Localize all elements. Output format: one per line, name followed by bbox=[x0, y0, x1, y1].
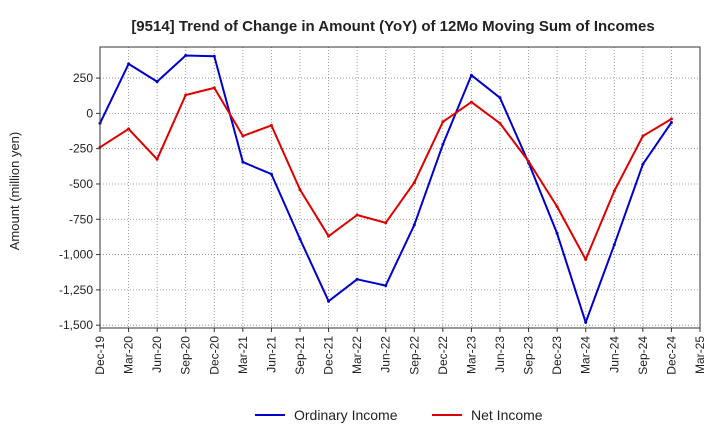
data-point bbox=[212, 54, 216, 58]
x-tick-label: Mar-23 bbox=[464, 336, 478, 374]
x-tick-label: Jun-24 bbox=[607, 336, 621, 373]
x-tick-label: Mar-21 bbox=[236, 336, 250, 374]
x-tick-label: Mar-24 bbox=[579, 336, 593, 374]
data-point bbox=[184, 54, 188, 57]
data-point bbox=[241, 134, 245, 138]
data-point bbox=[641, 134, 645, 138]
data-point bbox=[412, 223, 416, 227]
grid-lines bbox=[100, 47, 700, 328]
x-tick-label: Sep-22 bbox=[407, 336, 421, 375]
data-point bbox=[127, 127, 131, 131]
y-tick-label: 250 bbox=[73, 71, 93, 85]
data-point bbox=[555, 231, 559, 235]
x-tick-label: Dec-24 bbox=[664, 336, 678, 375]
x-tick-label: Sep-23 bbox=[522, 336, 536, 375]
data-point bbox=[298, 237, 302, 241]
data-point bbox=[441, 142, 445, 146]
legend-label: Net Income bbox=[471, 407, 543, 423]
data-point bbox=[498, 121, 502, 125]
x-tick-label: Jun-23 bbox=[493, 336, 507, 373]
chart-title: [9514] Trend of Change in Amount (YoY) o… bbox=[131, 18, 654, 35]
x-tick-label: Mar-20 bbox=[122, 336, 136, 374]
x-tick-label: Dec-20 bbox=[207, 336, 221, 375]
y-tick-label: 0 bbox=[86, 106, 93, 120]
x-tick-label: Mar-25 bbox=[693, 336, 707, 374]
x-tick-label: Jun-20 bbox=[150, 336, 164, 373]
data-point bbox=[641, 162, 645, 166]
y-tick-label: -1,500 bbox=[59, 318, 93, 332]
data-point bbox=[384, 284, 388, 288]
data-point bbox=[584, 320, 588, 324]
data-point bbox=[612, 243, 616, 247]
data-point bbox=[241, 160, 245, 164]
data-point bbox=[584, 258, 588, 261]
x-tick-label: Sep-24 bbox=[636, 336, 650, 375]
y-tick-label: -1,250 bbox=[59, 283, 93, 297]
x-tick-label: Sep-20 bbox=[179, 336, 193, 375]
data-point bbox=[184, 93, 188, 97]
plot-area-frame bbox=[99, 46, 701, 329]
data-point bbox=[669, 121, 673, 124]
data-point bbox=[498, 96, 502, 100]
x-tick-label: Dec-23 bbox=[550, 336, 564, 375]
data-point bbox=[384, 221, 388, 225]
y-tick-label: -1,000 bbox=[59, 248, 93, 262]
x-tick-label: Dec-21 bbox=[322, 336, 336, 375]
x-tick-label: Mar-22 bbox=[350, 336, 364, 374]
y-tick-label: -500 bbox=[69, 177, 93, 191]
data-point bbox=[469, 73, 473, 77]
y-axis-ticks: 250 0 -250 -500 -750 -1,000 -1,250 -1,500 bbox=[59, 71, 100, 332]
data-point bbox=[669, 117, 673, 121]
data-point bbox=[298, 188, 302, 192]
x-tick-label: Jun-22 bbox=[379, 336, 393, 373]
data-point bbox=[355, 213, 359, 217]
x-tick-label: Jun-21 bbox=[264, 336, 278, 373]
data-point bbox=[441, 120, 445, 124]
data-point bbox=[469, 100, 473, 104]
y-tick-label: -250 bbox=[69, 142, 93, 156]
data-point bbox=[155, 157, 159, 161]
legend: Ordinary Income Net Income bbox=[255, 407, 543, 423]
data-point bbox=[327, 299, 331, 303]
data-point bbox=[527, 159, 531, 163]
data-point bbox=[355, 277, 359, 281]
x-axis-ticks: Dec-19 Mar-20 Jun-20 Sep-20 Dec-20 Mar-21 Jun-… bbox=[93, 328, 707, 375]
data-point bbox=[127, 62, 131, 66]
legend-label: Ordinary Income bbox=[294, 407, 398, 423]
data-point bbox=[412, 181, 416, 185]
data-point bbox=[555, 205, 559, 209]
data-point bbox=[212, 86, 216, 90]
data-point bbox=[612, 189, 616, 193]
data-point bbox=[155, 80, 159, 84]
data-point bbox=[269, 172, 273, 176]
data-point bbox=[327, 234, 331, 238]
x-tick-label: Dec-22 bbox=[436, 336, 450, 375]
series-lines bbox=[98, 54, 673, 324]
data-point bbox=[269, 123, 273, 127]
y-tick-label: -750 bbox=[69, 212, 93, 226]
y-axis-label: Amount (million yen) bbox=[7, 132, 22, 251]
x-tick-label: Dec-19 bbox=[93, 336, 107, 375]
x-tick-label: Sep-21 bbox=[293, 336, 307, 375]
